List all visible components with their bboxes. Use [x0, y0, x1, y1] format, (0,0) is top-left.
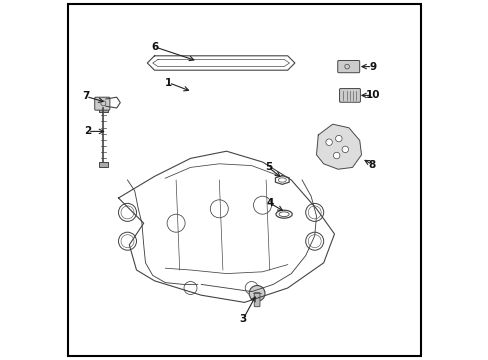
- Circle shape: [335, 135, 342, 142]
- FancyBboxPatch shape: [337, 60, 359, 73]
- Circle shape: [333, 152, 339, 159]
- Text: 10: 10: [365, 90, 379, 100]
- Text: 6: 6: [151, 42, 158, 52]
- Text: 4: 4: [266, 198, 274, 208]
- FancyBboxPatch shape: [339, 89, 360, 102]
- Bar: [99, 104, 107, 112]
- Text: 9: 9: [368, 62, 375, 72]
- FancyBboxPatch shape: [254, 293, 260, 307]
- Text: 5: 5: [264, 162, 272, 172]
- Text: 2: 2: [84, 126, 91, 136]
- Text: 1: 1: [165, 78, 172, 88]
- Circle shape: [325, 139, 332, 145]
- Circle shape: [342, 146, 348, 153]
- Polygon shape: [316, 124, 361, 169]
- Bar: [99, 162, 107, 167]
- Circle shape: [249, 285, 264, 301]
- FancyBboxPatch shape: [95, 97, 110, 110]
- Text: 8: 8: [368, 159, 375, 170]
- Text: 3: 3: [239, 314, 246, 324]
- Text: 7: 7: [82, 91, 90, 102]
